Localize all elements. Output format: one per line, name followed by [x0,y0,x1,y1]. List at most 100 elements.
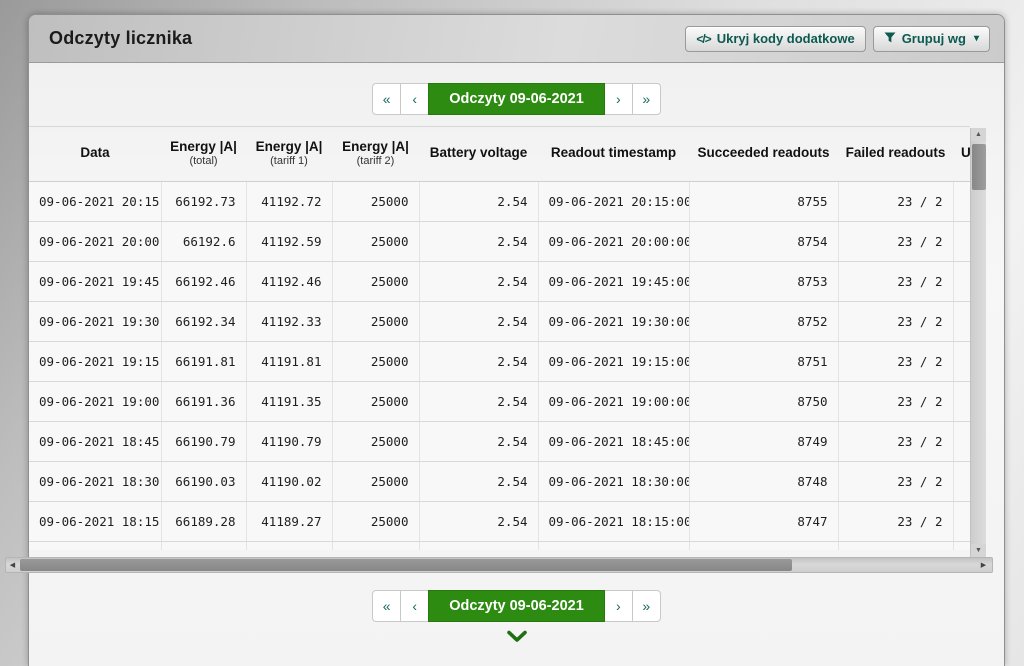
pagination-current-page[interactable]: Odczyty 09-06-2021 [428,83,605,115]
column-header-3: Energy |A| (tariff 2) [332,127,419,182]
table-cell: 2.54 [419,221,539,262]
column-label: Battery voltage [429,145,528,161]
table-cell: 66189.28 [161,501,247,542]
scroll-left-icon[interactable]: ◀ [9,562,16,569]
table-cell: 8750 [689,381,839,422]
table-cell [953,341,970,382]
scroll-down-icon[interactable]: ▼ [971,544,986,557]
table-cell: 66190.79 [161,421,247,462]
table-cell [953,501,970,542]
table-cell: 23 / 2 [838,181,954,222]
table-row: 09-06-2021 19:00 66191.36 41191.35 25000 2.5… [29,381,970,422]
table-cell [246,541,333,550]
column-header-5: Readout timestamp [538,127,689,182]
table-cell [838,541,954,550]
table-cell: 8754 [689,221,839,262]
pagination-top: « ‹ Odczyty 09-06-2021 › » [29,63,1004,115]
table-cell: 2.54 [419,261,539,302]
hide-extra-codes-button[interactable]: </> Ukryj kody dodatkowe [685,25,866,52]
table-cell [953,461,970,502]
table-cell: 09-06-2021 18:15 [29,501,162,542]
column-label: Data [80,145,110,161]
pagination-prev-button[interactable]: ‹ [400,590,430,622]
pagination-last-button[interactable]: » [631,590,661,622]
code-icon: </> [696,31,711,46]
table-cell: 2.54 [419,341,539,382]
group-by-button[interactable]: Grupuj wg ▾ [872,25,990,52]
table-cell: 66192.46 [161,261,247,302]
table-cell [953,181,970,222]
column-label: Readout timestamp [550,145,677,161]
table-cell: 09-06-2021 18:15:00 [538,501,690,542]
column-header-0: Data [29,127,161,182]
pagination-prev-button[interactable]: ‹ [400,83,430,115]
scroll-up-icon[interactable]: ▲ [971,128,986,141]
horizontal-scrollbar-thumb[interactable] [20,559,792,571]
horizontal-scrollbar[interactable]: ◀ ▶ [5,557,993,573]
vertical-scrollbar-thumb[interactable] [972,144,986,190]
table-cell [689,541,839,550]
table-cell: 09-06-2021 20:15:00 [538,181,690,222]
panel-body: « ‹ Odczyty 09-06-2021 › » Data Energy |A… [29,63,1004,666]
column-header-4: Battery voltage [419,127,538,182]
column-header-2: Energy |A| (tariff 1) [246,127,332,182]
vertical-scrollbar[interactable]: ▲ ▼ [970,128,986,557]
table-row: 09-06-2021 18:30 66190.03 41190.02 25000 2.5… [29,461,970,502]
column-label: Energy |A| [170,138,237,154]
table-row: 09-06-2021 19:30 66192.34 41192.33 25000 2.5… [29,301,970,342]
table-cell: 09-06-2021 19:30 [29,301,162,342]
table-cell: 23 / 2 [838,301,954,342]
table-zone: Data Energy |A| (total) Energy |A| (tariff 1… [29,126,1004,557]
column-sublabel: (total) [189,154,218,167]
table-cell: 25000 [332,381,420,422]
table-cell: 09-06-2021 20:00:00 [538,221,690,262]
table-row-partial [29,541,970,550]
table-cell [538,541,690,550]
column-sublabel: (tariff 1) [270,154,308,167]
table-cell [953,301,970,342]
pagination-bottom: « ‹ Odczyty 09-06-2021 › » [29,590,1004,622]
header-actions: </> Ukryj kody dodatkowe Grupuj wg ▾ [685,25,990,52]
scroll-right-icon[interactable]: ▶ [980,562,987,569]
table-cell: 25000 [332,221,420,262]
table-cell: 23 / 2 [838,341,954,382]
table-cell: 25000 [332,501,420,542]
expand-more[interactable] [29,630,1004,643]
table-cell: 2.54 [419,381,539,422]
table-cell: 09-06-2021 20:15 [29,181,162,222]
table-cell [332,541,420,550]
table-cell: 23 / 2 [838,381,954,422]
table-cell: 25000 [332,181,420,222]
pagination-first-button[interactable]: « [372,590,402,622]
column-label: Failed readouts [845,145,946,161]
pagination-current-page[interactable]: Odczyty 09-06-2021 [428,590,605,622]
pagination-first-button[interactable]: « [372,83,402,115]
table-cell: 09-06-2021 19:15 [29,341,162,382]
table-cell: 09-06-2021 20:00 [29,221,162,262]
table-cell: 25000 [332,461,420,502]
table-row: 09-06-2021 19:15 66191.81 41191.81 25000 2.5… [29,341,970,382]
table-cell [953,541,970,550]
table-cell: 09-06-2021 19:00:00 [538,381,690,422]
group-by-label: Grupuj wg [901,31,966,46]
table-row: 09-06-2021 19:45 66192.46 41192.46 25000 2.5… [29,261,970,302]
table-cell: 41192.46 [246,261,333,302]
table-cell: 41189.27 [246,501,333,542]
table-cell: 2.54 [419,421,539,462]
table-cell: 66192.34 [161,301,247,342]
table-row: 09-06-2021 18:45 66190.79 41190.79 25000 2.5… [29,421,970,462]
pagination-last-button[interactable]: » [631,83,661,115]
table-cell: 8748 [689,461,839,502]
pagination-next-button[interactable]: › [603,590,633,622]
table-cell: 2.54 [419,181,539,222]
table-cell: 2.54 [419,461,539,502]
table-cell: 09-06-2021 18:30:00 [538,461,690,502]
table-cell: 23 / 2 [838,421,954,462]
table-cell: 8751 [689,341,839,382]
table-cell: 2.54 [419,301,539,342]
table-cell: 41191.35 [246,381,333,422]
table-cell: 66192.6 [161,221,247,262]
pagination-next-button[interactable]: › [603,83,633,115]
column-sublabel: (tariff 2) [356,154,395,167]
table-cell [419,541,539,550]
